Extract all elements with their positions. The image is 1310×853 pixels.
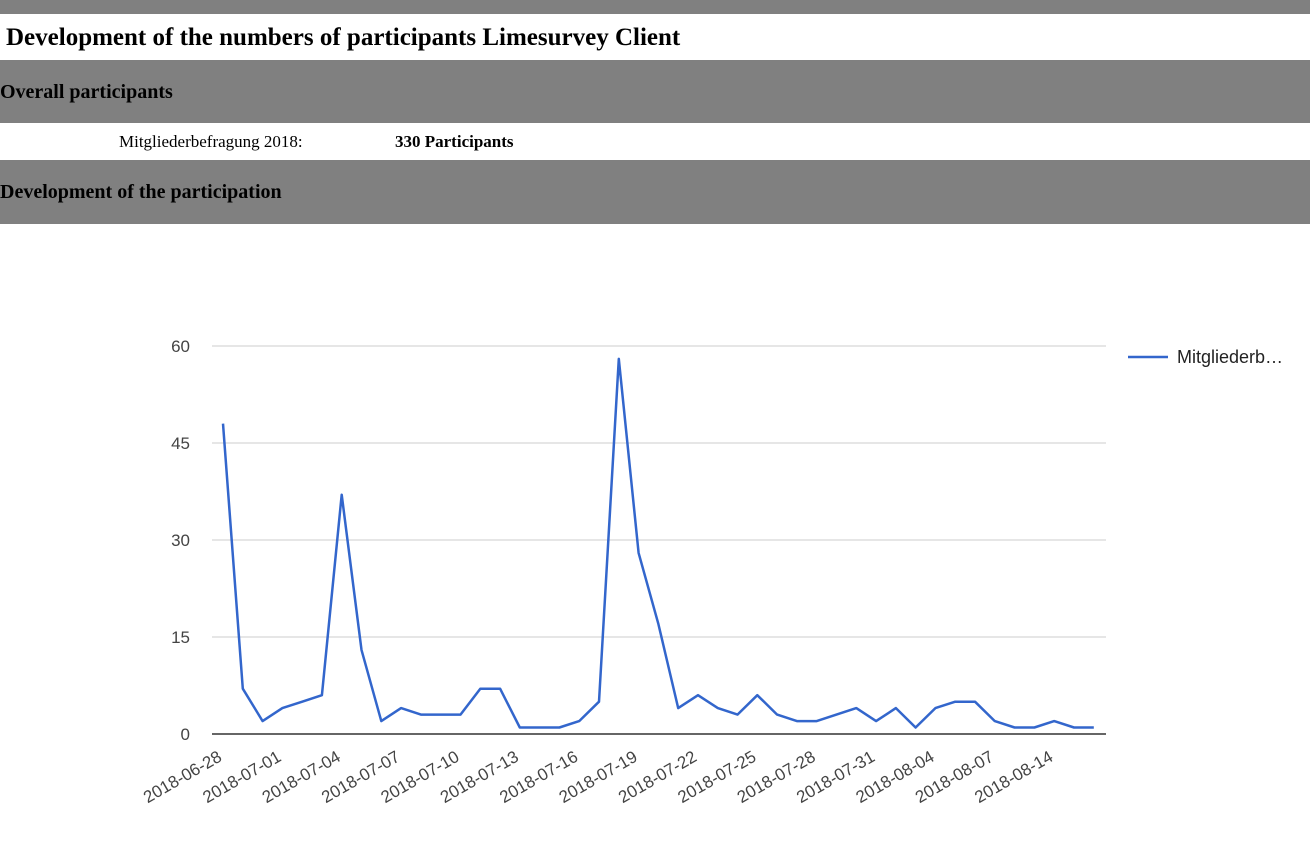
y-tick-label: 30 <box>171 531 190 550</box>
survey-label: Mitgliederbefragung 2018: <box>119 132 303 151</box>
y-tick-label: 15 <box>171 628 190 647</box>
legend-label: Mitgliederb… <box>1177 347 1283 367</box>
top-bar <box>0 0 1310 14</box>
chart-container: 0 15 30 45 60 2018-06-28 2018-07-01 2018-07-04… <box>0 224 1310 848</box>
y-tick-label: 60 <box>171 337 190 356</box>
y-tick-label: 45 <box>171 434 190 453</box>
series-line <box>221 357 1094 729</box>
section-header-overall-participants: Overall participants <box>0 60 1310 123</box>
y-tick-label: 0 <box>181 725 190 744</box>
page-title: Development of the numbers of participan… <box>6 24 681 51</box>
participants-row: Mitgliederbefragung 2018: 330 Participan… <box>0 123 1310 160</box>
section-header-development: Development of the participation <box>0 160 1310 224</box>
participants-count: 330 Participants <box>395 132 514 151</box>
